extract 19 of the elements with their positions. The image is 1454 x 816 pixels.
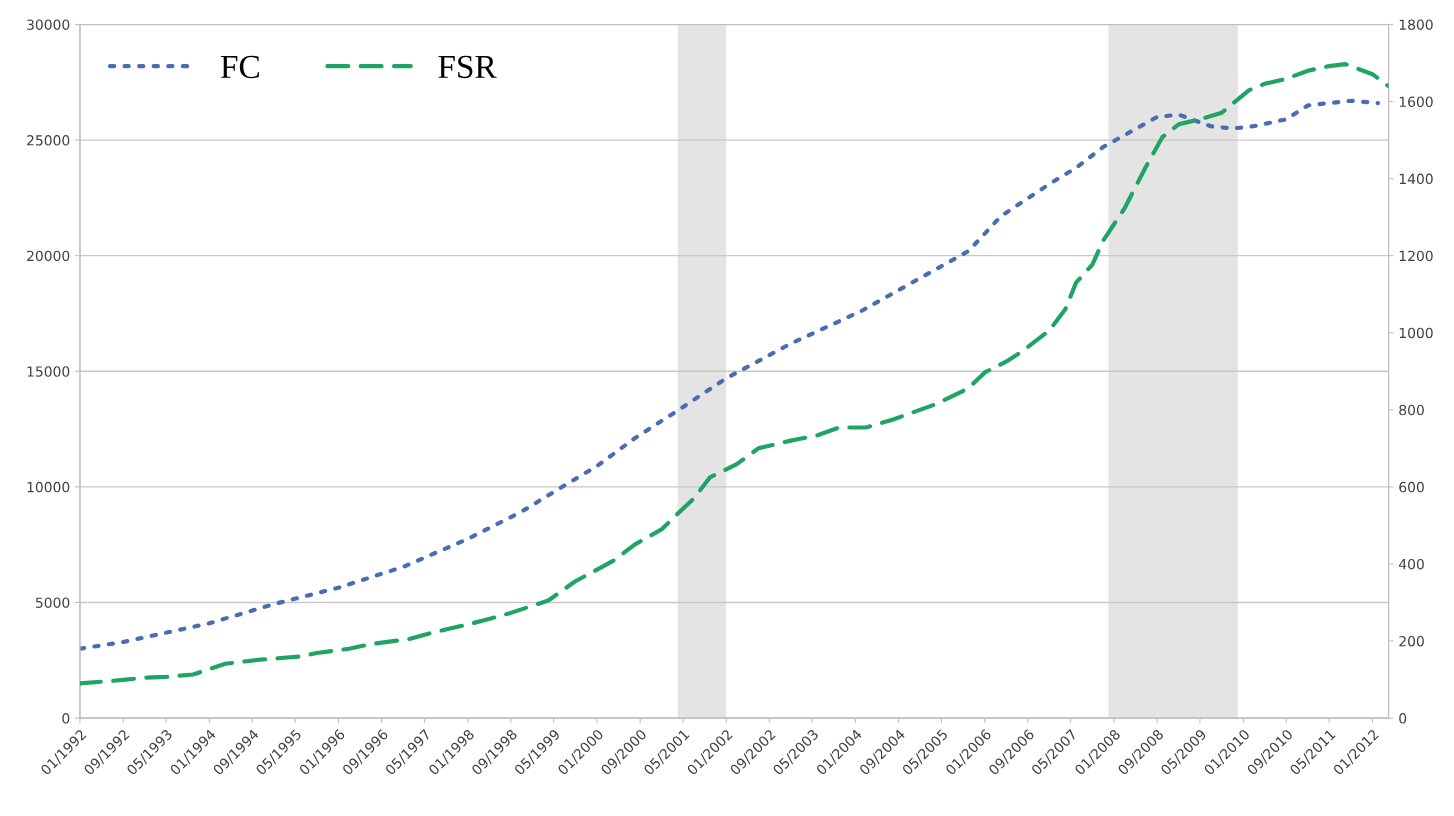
y-tick-label: 5000 [35,597,70,608]
y-tick-label: 30000 [27,19,70,30]
legend-label: FSR [438,55,497,79]
legend-label: FC [220,55,259,79]
y2-tick-label: 1800 [1399,19,1433,30]
y2-tick-label: 1200 [1399,250,1433,262]
y2-tick-label: 200 [1399,635,1424,647]
y-tick-label: 20000 [27,250,70,262]
y2-tick-label: 1000 [1399,327,1433,339]
y2-tick-label: 0 [1399,713,1407,724]
y-tick-label: 25000 [27,135,70,146]
y-tick-label: 15000 [27,366,70,377]
y-tick-label: 0 [62,713,70,724]
y2-tick-label: 1400 [1399,173,1433,185]
y2-tick-label: 600 [1399,481,1424,493]
y2-tick-label: 800 [1399,404,1424,416]
y2-tick-label: 400 [1398,558,1424,570]
y2-tick-label: 1600 [1399,96,1433,108]
y-tick-label: 10000 [27,481,70,493]
